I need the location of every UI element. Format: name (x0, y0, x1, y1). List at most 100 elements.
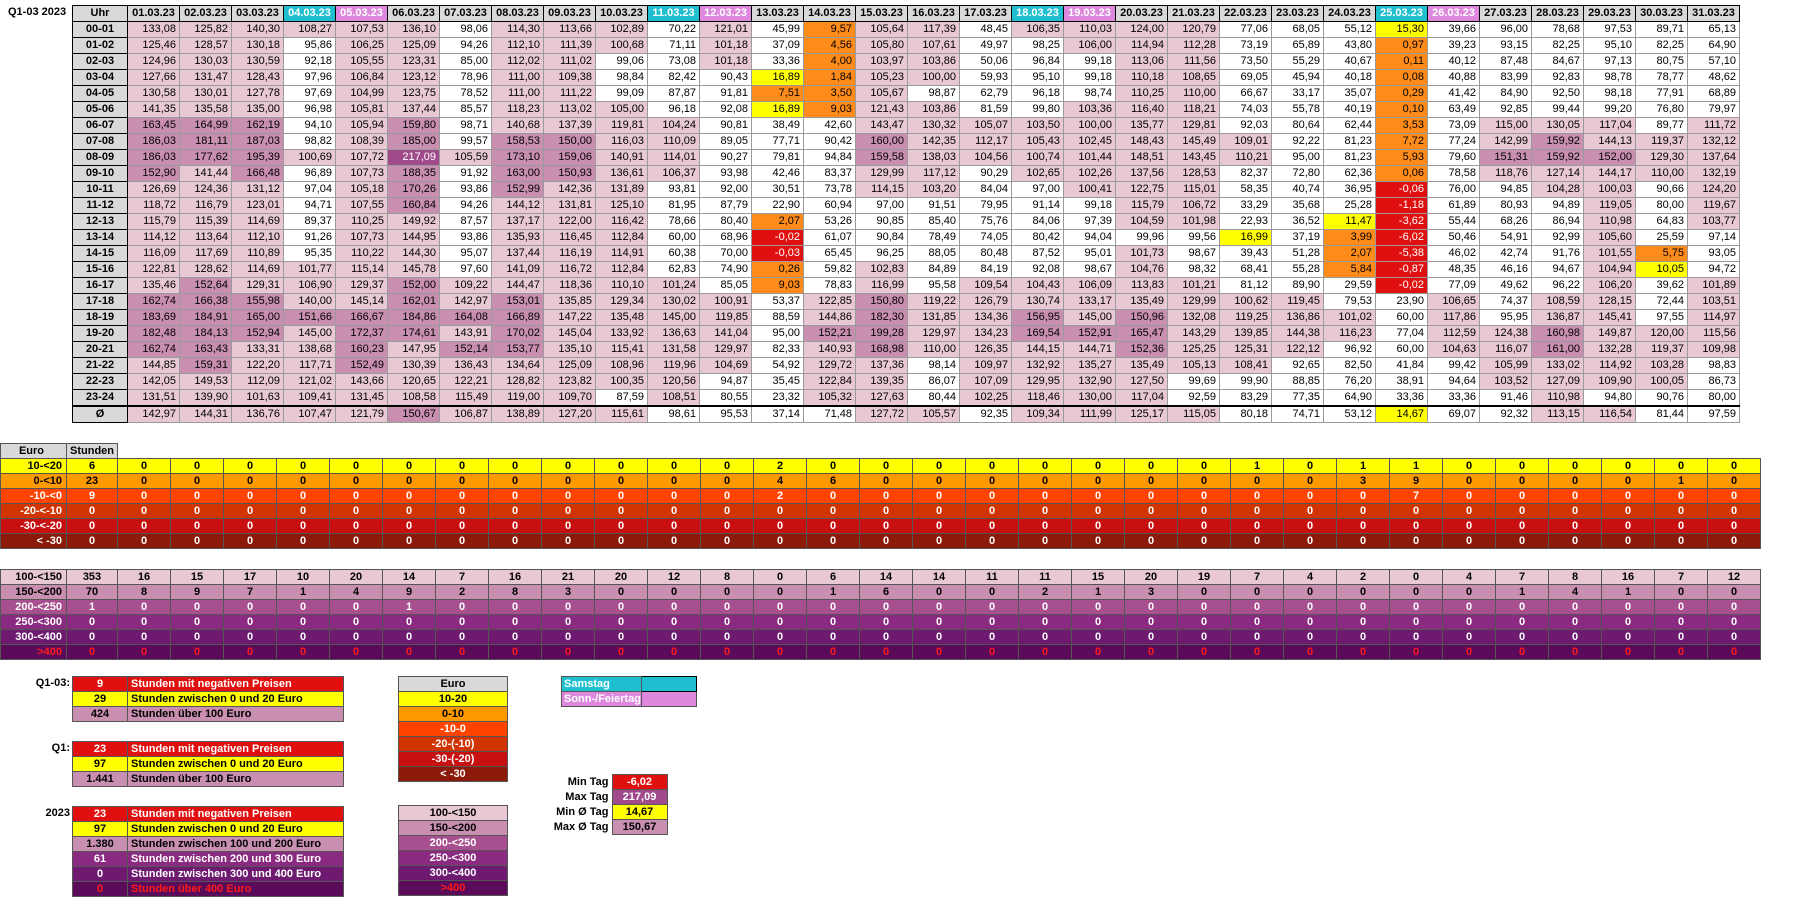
price-cell: 71,48 (803, 405, 856, 423)
price-cell: 68,26 (1479, 213, 1532, 230)
legend-swatch: -10-0 (398, 721, 508, 737)
price-cell: 130,18 (231, 37, 284, 54)
price-cell: 108,58 (387, 389, 440, 407)
price-cell: 144,17 (1583, 165, 1636, 182)
price-cell: 78,66 (647, 213, 700, 230)
price-cell: 80,93 (1479, 197, 1532, 214)
range-count: 0 (859, 473, 913, 489)
price-cell: 90,81 (699, 117, 752, 134)
price-cell: 60,00 (1375, 341, 1428, 358)
price-cell: 129,30 (1635, 149, 1688, 166)
price-cell: 108,41 (1219, 357, 1272, 374)
price-cell: 125,09 (387, 37, 440, 54)
price-cell: 143,29 (1167, 325, 1220, 342)
price-cell: 104,59 (1115, 213, 1168, 230)
summary-row: 1.380 Stunden zwischen 100 und 200 Euro (72, 836, 344, 852)
price-cell: 73,19 (1219, 37, 1272, 54)
price-cell: 150,00 (543, 133, 596, 150)
price-cell: 2,07 (1323, 245, 1376, 262)
price-cell: 45,99 (751, 21, 804, 38)
price-cell: 145,41 (1583, 309, 1636, 326)
summary-text: Stunden mit negativen Preisen (127, 676, 344, 692)
price-cell: 48,62 (1687, 69, 1740, 86)
price-cell: 168,98 (855, 341, 908, 358)
range-count: 0 (1124, 599, 1178, 615)
table-row: 11-12 118,72 116,79 123,01 94,71 107,55 160,84… (72, 197, 1740, 214)
price-cell: 80,64 (1271, 117, 1324, 134)
price-cell: 33,36 (1375, 389, 1428, 407)
range-count: 0 (912, 458, 966, 474)
range-count: 0 (700, 644, 754, 660)
range-count: 0 (170, 518, 224, 534)
price-cell: 144,15 (1011, 341, 1064, 358)
price-cell: 23,32 (751, 389, 804, 407)
range-label: < -30 (0, 533, 67, 549)
price-cell: 125,10 (595, 197, 648, 214)
summary-count: 9 (72, 676, 128, 692)
price-cell: 155,98 (231, 293, 284, 310)
price-cell: 105,07 (959, 117, 1012, 134)
price-cell: 91,51 (907, 197, 960, 214)
price-cell: 98,67 (1167, 245, 1220, 262)
price-cell: 70,22 (647, 21, 700, 38)
range-count: 0 (1389, 629, 1443, 645)
price-cell: 172,37 (335, 325, 388, 342)
price-cell: 145,00 (647, 309, 700, 326)
price-cell: 119,05 (1583, 197, 1636, 214)
price-cell: 135,49 (1115, 357, 1168, 374)
low-price-count-table: Euro Stunden 10-<20 6 0 0 0 0 0 0 0 0 0 0 0 0 2 0 0 0 0 0 0 0 0 1… (0, 443, 1761, 549)
price-cell: 105,23 (855, 69, 908, 86)
range-count: 8 (117, 584, 171, 600)
price-cell: 114,15 (855, 181, 908, 198)
range-count: 0 (1707, 458, 1761, 474)
price-cell: 106,35 (1011, 21, 1064, 38)
date-header: 06.03.23 (387, 5, 440, 22)
price-cell: 165,47 (1115, 325, 1168, 342)
price-cell: 163,43 (179, 341, 232, 358)
legend-header: Euro (398, 676, 508, 692)
price-cell: 162,01 (387, 293, 440, 310)
range-count: 0 (1707, 584, 1761, 600)
price-cell: 98,61 (647, 405, 700, 423)
range-count: 0 (1548, 629, 1602, 645)
range-count: 0 (912, 533, 966, 549)
legend-swatch: 250-<300 (398, 850, 508, 866)
price-cell: 22,90 (751, 197, 804, 214)
price-cell: 117,12 (907, 165, 960, 182)
price-cell: 103,36 (1063, 101, 1116, 118)
range-count: 0 (170, 629, 224, 645)
range-count: 0 (1601, 533, 1655, 549)
minmax-label: Max Tag (565, 791, 609, 803)
range-count: 0 (435, 614, 489, 630)
price-cell: 104,69 (699, 357, 752, 374)
price-cell: 102,83 (855, 261, 908, 278)
table-row: Ø 142,97 144,31 136,76 107,47 121,79 150,67 106… (72, 405, 1740, 423)
date-header: 04.03.23 (283, 5, 336, 22)
summary-text: Stunden mit negativen Preisen (127, 806, 344, 822)
price-cell: 143,47 (855, 117, 908, 134)
range-count: 0 (117, 518, 171, 534)
price-cell: 99,06 (595, 53, 648, 70)
high-price-count-table: 100-<150 353 16 15 17 10 20 14 7 16 21 20 12 8 0 6 14 14 1… (0, 569, 1761, 660)
price-cell: 145,49 (1167, 133, 1220, 150)
price-cell: 73,09 (1427, 117, 1480, 134)
price-cell: 98,78 (1583, 69, 1636, 86)
price-cell: 149,53 (179, 373, 232, 390)
minmax-row: Max Tag 217,09 (552, 789, 668, 805)
range-count: 0 (594, 533, 648, 549)
table-row: 02-03 124,96 130,03 130,59 92,18 105,55 123,31… (72, 53, 1740, 70)
price-cell: 127,50 (1115, 373, 1168, 390)
price-cell: 122,12 (1271, 341, 1324, 358)
price-cell: 90,43 (699, 69, 752, 86)
range-count: 0 (541, 533, 595, 549)
price-cell: 142,99 (1479, 133, 1532, 150)
range-count: 0 (488, 518, 542, 534)
price-cell: 116,40 (1115, 101, 1168, 118)
range-count: 15 (1071, 569, 1125, 585)
price-cell: 88,05 (907, 245, 960, 262)
price-cell: 149,92 (387, 213, 440, 230)
range-count: 0 (435, 473, 489, 489)
price-cell: 104,56 (959, 149, 1012, 166)
saturday-swatch (641, 676, 698, 692)
price-cell: 41,84 (1375, 357, 1428, 374)
